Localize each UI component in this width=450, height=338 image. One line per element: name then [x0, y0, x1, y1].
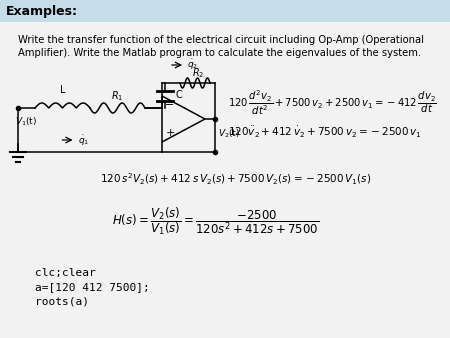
Text: L: L	[60, 85, 65, 95]
Text: −: −	[165, 100, 175, 110]
Text: $R_2$: $R_2$	[192, 66, 204, 80]
Text: $120\,s^2 V_2(s) + 412\,s\,V_2(s) + 7500\,V_2(s) = -2500\,V_1(s)$: $120\,s^2 V_2(s) + 412\,s\,V_2(s) + 7500…	[100, 172, 371, 187]
Bar	[0, 0, 450, 22]
Text: $H(s) = \dfrac{V_2(s)}{V_1(s)} = \dfrac{-2500}{120s^2 + 412s + 7500}$: $H(s) = \dfrac{V_2(s)}{V_1(s)} = \dfrac{…	[112, 205, 320, 237]
Text: a=[120 412 7500];: a=[120 412 7500];	[35, 282, 150, 292]
Text: roots(a): roots(a)	[35, 296, 89, 306]
Text: $\dot{q}_1$: $\dot{q}_1$	[77, 134, 89, 148]
Text: $V_2$(t): $V_2$(t)	[218, 127, 240, 140]
Text: $V_1$(t): $V_1$(t)	[15, 116, 37, 128]
Text: $R_1$: $R_1$	[111, 89, 124, 103]
Text: clc;clear: clc;clear	[35, 268, 96, 278]
Text: $120\,\dfrac{d^2v_2}{dt^2} + 7500\,v_2 + 2500\,v_1 = -412\,\dfrac{dv_2}{dt}$: $120\,\dfrac{d^2v_2}{dt^2} + 7500\,v_2 +…	[228, 88, 437, 117]
Text: Amplifier). Write the Matlab program to calculate the eigenvalues of the system.: Amplifier). Write the Matlab program to …	[18, 48, 421, 58]
Text: Write the transfer function of the electrical circuit including Op-Amp (Operatio: Write the transfer function of the elect…	[18, 35, 424, 45]
Text: C: C	[176, 91, 183, 100]
Text: +: +	[165, 128, 175, 138]
Text: Examples:: Examples:	[6, 4, 78, 18]
Text: $120\ddot{v}_2 + 412\,\dot{v}_2 + 7500\,v_2 = -2500\,v_1$: $120\ddot{v}_2 + 412\,\dot{v}_2 + 7500\,…	[228, 125, 422, 140]
Text: $\dot{q}_2$: $\dot{q}_2$	[187, 58, 198, 72]
